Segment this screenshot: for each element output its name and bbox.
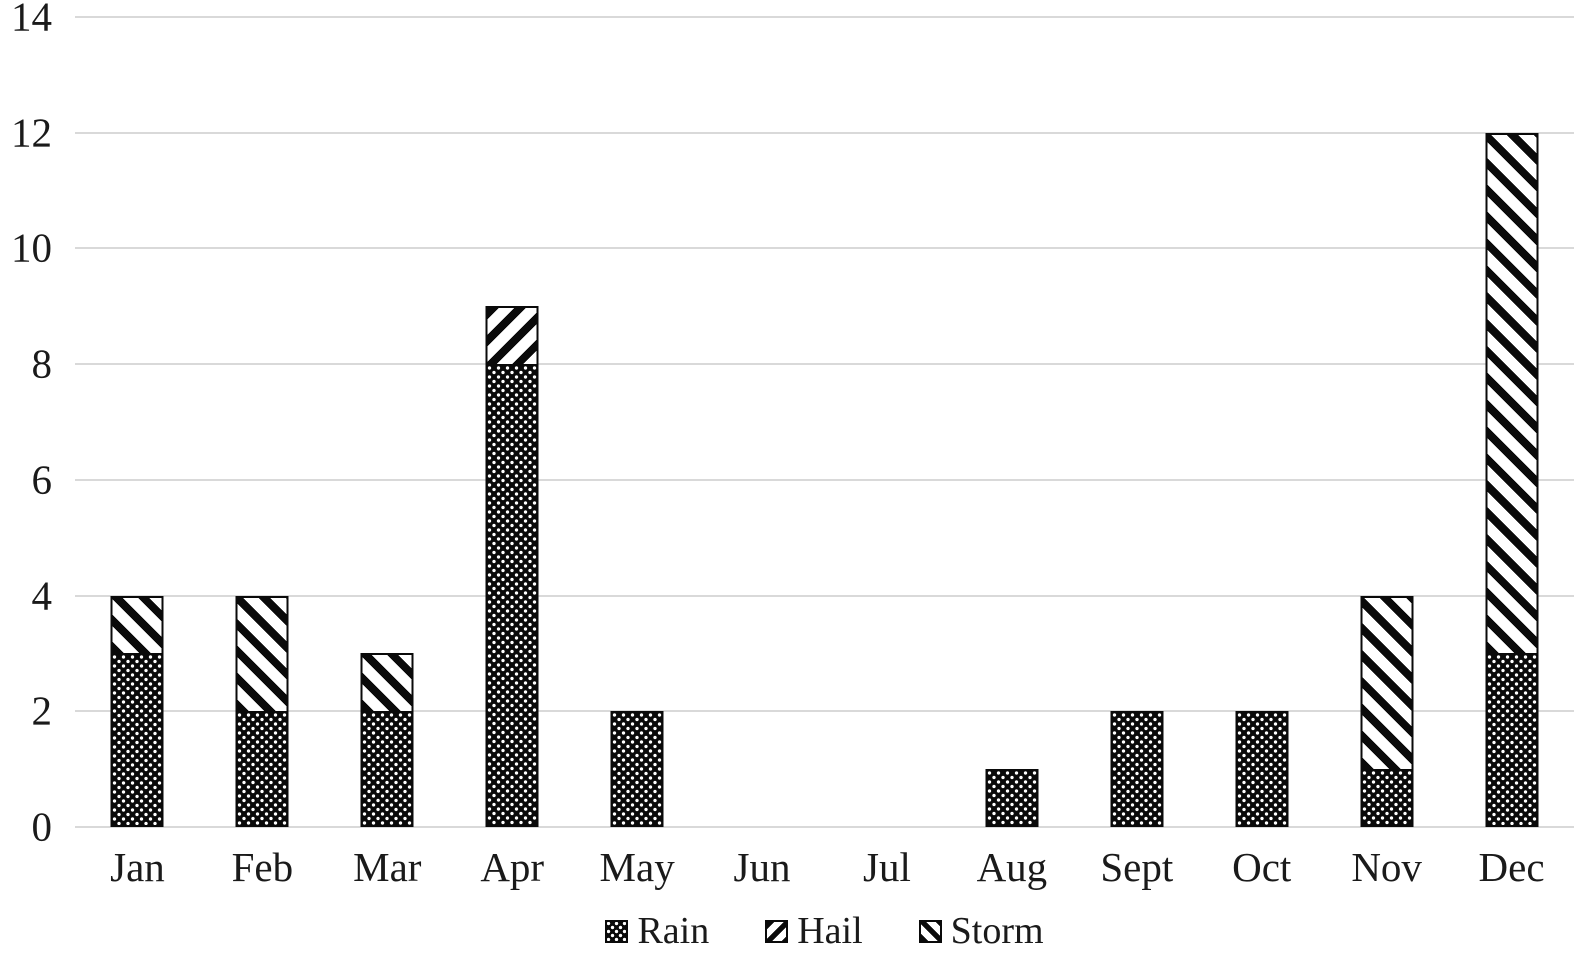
gridline-y-6	[75, 478, 1574, 481]
bar-segment-storm-jan	[110, 595, 164, 654]
legend-item-hail: Hail	[765, 910, 863, 952]
x-axis-tick-label-jan: Jan	[110, 844, 165, 890]
y-axis-tick-label-4: 4	[31, 572, 53, 619]
bar-segment-rain-feb	[235, 711, 289, 827]
bar-segment-rain-nov	[1360, 769, 1414, 827]
bar-segment-storm-mar	[360, 653, 414, 712]
gridline-y-12	[75, 131, 1574, 134]
bar-stack-sept	[1110, 711, 1164, 827]
y-axis-tick-label-14: 14	[11, 0, 52, 40]
bar-segment-storm-nov	[1360, 595, 1414, 770]
gridline-y-0	[75, 826, 1574, 828]
x-axis-tick-label-oct: Oct	[1232, 844, 1292, 890]
x-axis-tick-label-aug: Aug	[976, 844, 1048, 890]
bar-segment-rain-may	[610, 711, 664, 827]
x-axis-tick-label-may: May	[599, 844, 675, 890]
legend: Rain Hail Storm	[75, 903, 1574, 959]
gridline-y-10	[75, 247, 1574, 250]
bar-segment-rain-sept	[1110, 711, 1164, 827]
bar-stack-dec	[1485, 132, 1539, 827]
x-axis-tick-label-nov: Nov	[1351, 844, 1422, 890]
bar-stack-apr	[485, 306, 539, 827]
y-axis-tick-label-6: 6	[31, 456, 53, 503]
x-axis-tick-label-jul: Jul	[863, 844, 911, 890]
bar-segment-rain-mar	[360, 711, 414, 827]
gridline-y-8	[75, 363, 1574, 366]
bar-segment-storm-feb	[235, 595, 289, 712]
y-axis-tick-label-2: 2	[31, 687, 53, 734]
bar-segment-rain-jan	[110, 653, 164, 827]
bar-stack-oct	[1235, 711, 1289, 827]
bar-stack-nov	[1360, 595, 1414, 827]
legend-label-rain: Rain	[637, 910, 710, 952]
bar-stack-mar	[360, 653, 414, 827]
plot-area	[75, 16, 1574, 828]
x-axis-tick-label-dec: Dec	[1478, 844, 1545, 890]
legend-item-storm: Storm	[918, 910, 1044, 952]
bar-segment-storm-dec	[1485, 132, 1539, 654]
bar-segment-rain-dec	[1485, 653, 1539, 827]
gridline-y-14	[75, 16, 1574, 18]
x-axis-tick-label-sept: Sept	[1100, 844, 1174, 890]
rain-pattern-swatch-icon	[605, 919, 629, 943]
y-axis-tick-label-10: 10	[11, 224, 52, 271]
bar-segment-rain-aug	[985, 769, 1039, 827]
bar-stack-feb	[235, 595, 289, 827]
y-axis-tick-label-8: 8	[31, 340, 53, 387]
bar-stack-may	[610, 711, 664, 827]
y-axis-tick-label-12: 12	[11, 109, 52, 156]
bar-segment-hail-apr	[485, 306, 539, 365]
x-axis-tick-label-apr: Apr	[480, 844, 545, 890]
gridline-y-4	[75, 594, 1574, 597]
bar-segment-rain-apr	[485, 364, 539, 827]
x-axis-tick-label-feb: Feb	[231, 844, 294, 890]
bar-segment-rain-oct	[1235, 711, 1289, 827]
legend-label-hail: Hail	[797, 910, 863, 952]
bar-stack-aug	[985, 769, 1039, 827]
x-axis-tick-label-mar: Mar	[353, 844, 422, 890]
gridline-y-2	[75, 710, 1574, 713]
bar-stack-jan	[110, 595, 164, 827]
legend-item-rain: Rain	[605, 912, 709, 950]
x-axis-tick-label-jun: Jun	[733, 844, 791, 890]
legend-label-storm: Storm	[950, 910, 1044, 952]
hail-pattern-swatch-icon	[765, 919, 789, 943]
y-axis-tick-label-0: 0	[31, 803, 53, 850]
storm-pattern-swatch-icon	[918, 919, 942, 943]
